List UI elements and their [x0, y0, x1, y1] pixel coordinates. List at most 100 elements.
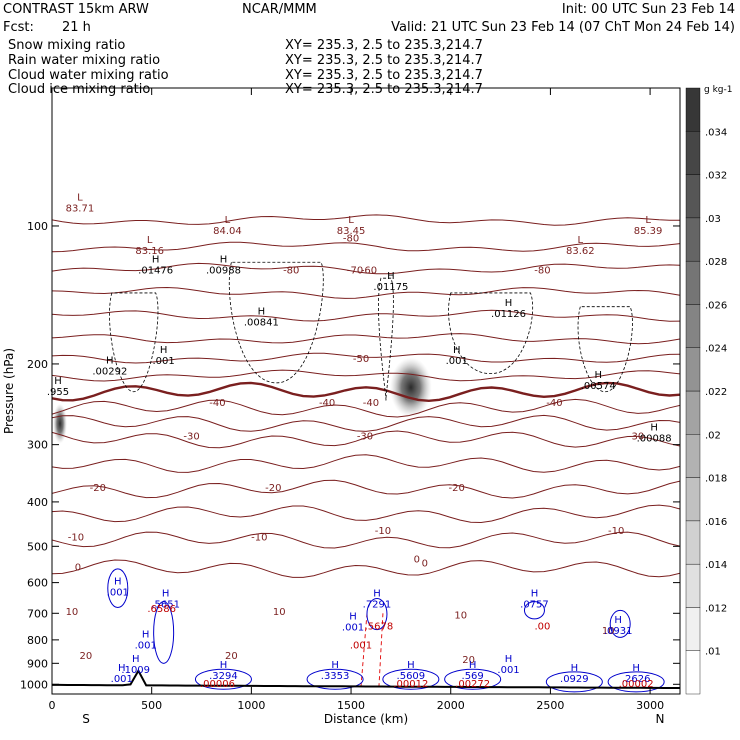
cloud-water-extremum-label: .001: [107, 587, 129, 598]
rain-extremum-label: .00002: [619, 679, 654, 690]
cloud-water-extremum-label: .1009: [121, 665, 150, 676]
x-tick-label: 500: [141, 699, 162, 712]
cloud-water-extremum-label-marker: H: [469, 660, 477, 671]
x-tick-label: 2500: [536, 699, 564, 712]
colorbar-swatch: [685, 563, 701, 608]
temperature-label: -40: [209, 398, 225, 409]
cloud-water-extremum-label: .7291: [363, 600, 392, 611]
colorbar-swatch: [685, 260, 701, 305]
colorbar-tick-label: .018: [705, 474, 727, 485]
cloud-water-extremum-label-marker: H: [505, 654, 513, 665]
colorbar-tick-label: .01: [705, 647, 721, 658]
plot-frame: [51, 87, 681, 695]
isotherm-line: [52, 504, 680, 524]
snow-extremum-label-marker: L: [225, 215, 231, 226]
cloud-water-extremum-label: .5651: [151, 600, 180, 611]
isotherm-line: [52, 333, 680, 345]
cloud-water-extremum-label: .0931: [604, 626, 633, 637]
temperature-label: -40: [546, 398, 562, 409]
valid-time: Valid: 21 UTC Sun 23 Feb 14 (07 ChT Mon …: [391, 20, 735, 35]
temperature-label: 20: [80, 651, 93, 662]
cloud-water-extremum-label: .2626: [622, 674, 651, 685]
cloud-water-extremum-label-marker: H: [632, 663, 640, 674]
isotherm-line: [52, 430, 680, 449]
cloud-water-extremum-label: .3353: [321, 671, 350, 682]
snow-extremum-label: 83.62: [566, 246, 595, 257]
org-label: NCAR/MMM: [242, 2, 317, 17]
cloud-water-contour: [306, 668, 364, 690]
colorbar-swatch: [685, 304, 701, 348]
isotherm-line: [52, 414, 680, 432]
cloud-water-extremum-label-marker: H: [571, 663, 579, 674]
y-tick-label: 200: [27, 358, 48, 371]
isotherm-line: [52, 241, 680, 253]
ice-extremum-label: .01126: [491, 309, 526, 320]
isotherm-line: [52, 454, 680, 473]
colorbar-tick-label: .03: [705, 214, 721, 225]
temperature-label: 10: [602, 626, 615, 637]
cloud-water-extremum-label-marker: H: [114, 576, 122, 587]
cloud-water-contour: [545, 671, 603, 693]
temperature-label: 0: [75, 563, 81, 574]
ice-extremum-label: .00292: [92, 367, 127, 378]
cloud-water-extremum-label: .5609: [397, 671, 426, 682]
snow-extremum-label: 85.39: [634, 226, 663, 237]
cloud-water-extremum-label: .001: [342, 622, 364, 633]
ice-extremum-label: .00841: [244, 318, 279, 329]
rain-extremum-label: .00006: [200, 679, 235, 690]
x-tick-label: 0: [49, 699, 56, 712]
colorbar-tick-label: .032: [705, 171, 727, 182]
rain-extremum-label: .5678: [365, 622, 394, 633]
colorbar-swatch: [685, 347, 701, 392]
rain-contour: [360, 613, 384, 687]
field-label-cloud-ice: Cloud ice mixing ratio: [8, 82, 150, 97]
isotherm-line: [52, 559, 680, 578]
y-tick-label: 900: [27, 657, 48, 670]
colorbar-unit: g kg-1: [704, 85, 732, 95]
cloud-water-extremum-label-marker: H: [142, 629, 150, 640]
field-xy-rain: XY= 235.3, 2.5 to 235.3,214.7: [285, 53, 483, 68]
snow-extremum-label-marker: L: [77, 193, 83, 204]
cloud-water-contour: [382, 668, 440, 690]
temperature-label: -80: [534, 266, 550, 277]
cloud-water-contour: [607, 671, 665, 693]
ice-extremum-label: .00988: [206, 266, 241, 277]
colorbar-tick-label: .022: [705, 387, 727, 398]
y-tick-label: 400: [27, 496, 48, 509]
isotherm-line: [52, 262, 680, 275]
y-tick-label: 700: [27, 607, 48, 620]
ice-extremum-label-marker: H: [258, 307, 266, 318]
field-xy-cloud-ice: XY= 235.3, 2.5 to 235.3,214.7: [285, 82, 483, 97]
cloud-water-extremum-label: .0757: [520, 600, 549, 611]
colorbar-tick-label: .02: [705, 430, 721, 441]
temperature-label: -70: [347, 266, 363, 277]
snow-extremum-label: 83.71: [66, 204, 95, 215]
temperature-label: -10: [375, 526, 391, 537]
ice-extremum-label-marker: H: [106, 356, 114, 367]
snow-blob: [389, 357, 432, 418]
y-tick-label: 500: [27, 540, 48, 553]
temperature-label: -80: [283, 266, 299, 277]
colorbar-swatch: [685, 131, 701, 175]
temperature-label: 0: [422, 558, 428, 569]
rain-extremum-label: .00272: [455, 679, 490, 690]
model-title: CONTRAST 15km ARW: [3, 2, 149, 17]
init-time: Init: 00 UTC Sun 23 Feb 14: [562, 2, 735, 17]
isotherm-line: [52, 309, 680, 322]
forecast-label: Fcst:: [3, 20, 34, 35]
cloud-water-extremum-label: .3294: [209, 671, 238, 682]
temperature-label: -60: [361, 266, 377, 277]
temperature-label: 10: [66, 607, 79, 618]
cloud-water-extremum-label-marker: H: [407, 660, 415, 671]
x-tick-label: 1000: [237, 699, 265, 712]
cloud-water-extremum-label-marker: H: [331, 660, 339, 671]
temperature-label: 10: [454, 611, 467, 622]
ice-extremum-label: .001: [153, 356, 175, 367]
y-tick-label: 100: [27, 220, 48, 233]
temperature-label: -20: [90, 483, 106, 494]
cloud-ice-contour: [577, 306, 633, 393]
colorbar-swatch: [685, 607, 701, 651]
colorbar: .01 .012 .014 .016 .018 .02 .022 .024 .026 .028 .0…: [685, 87, 727, 695]
rain-extremum-label: .6586: [147, 604, 176, 615]
